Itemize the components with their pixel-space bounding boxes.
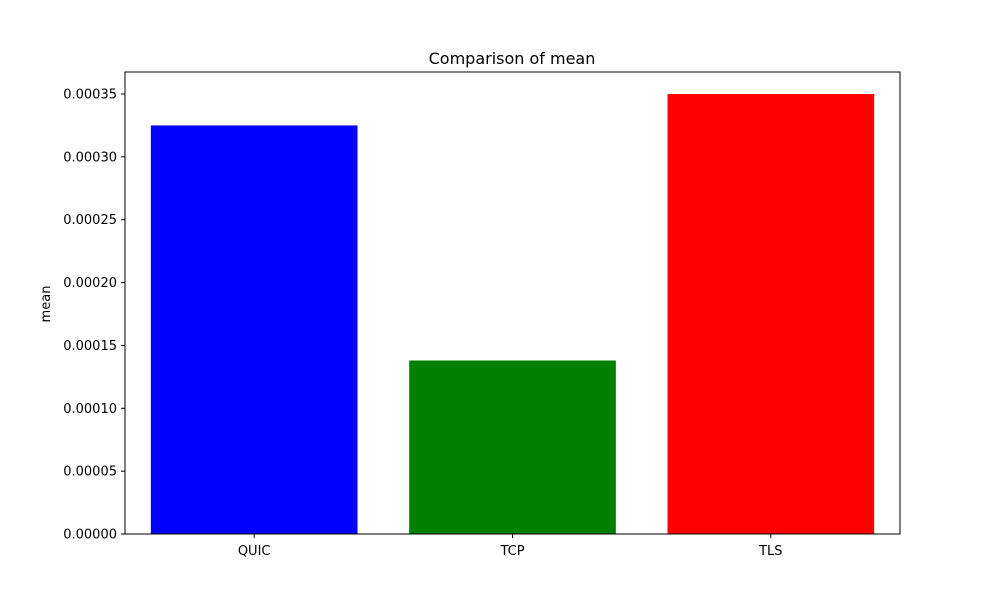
y-tick-label: 0.00020 [63, 276, 117, 291]
x-axis-ticks: QUIC TCP TLS [238, 534, 783, 559]
chart-title: Comparison of mean [429, 49, 596, 68]
y-axis-label: mean [39, 286, 54, 323]
y-tick-label: 0.00030 [63, 150, 117, 165]
y-tick-label: 0.00025 [63, 213, 117, 228]
bar-tls [667, 94, 875, 534]
y-tick-label: 0.00015 [63, 339, 117, 354]
y-tick-label: 0.00005 [63, 465, 117, 480]
y-tick-label: 0.00035 [63, 88, 117, 103]
bar-quic [150, 125, 358, 535]
bars-group [150, 94, 875, 535]
y-tick-label: 0.00010 [63, 402, 117, 417]
x-tick-label: TCP [499, 544, 524, 559]
x-tick-label: QUIC [238, 544, 271, 559]
plot-area-frame [124, 71, 901, 535]
y-axis-ticks: 0.00000 0.00005 0.00010 0.00015 0.00020 0.000… [63, 88, 125, 543]
y-tick-label: 0.00000 [63, 528, 117, 543]
x-tick-label: TLS [758, 544, 782, 559]
bar-tcp [409, 360, 616, 534]
